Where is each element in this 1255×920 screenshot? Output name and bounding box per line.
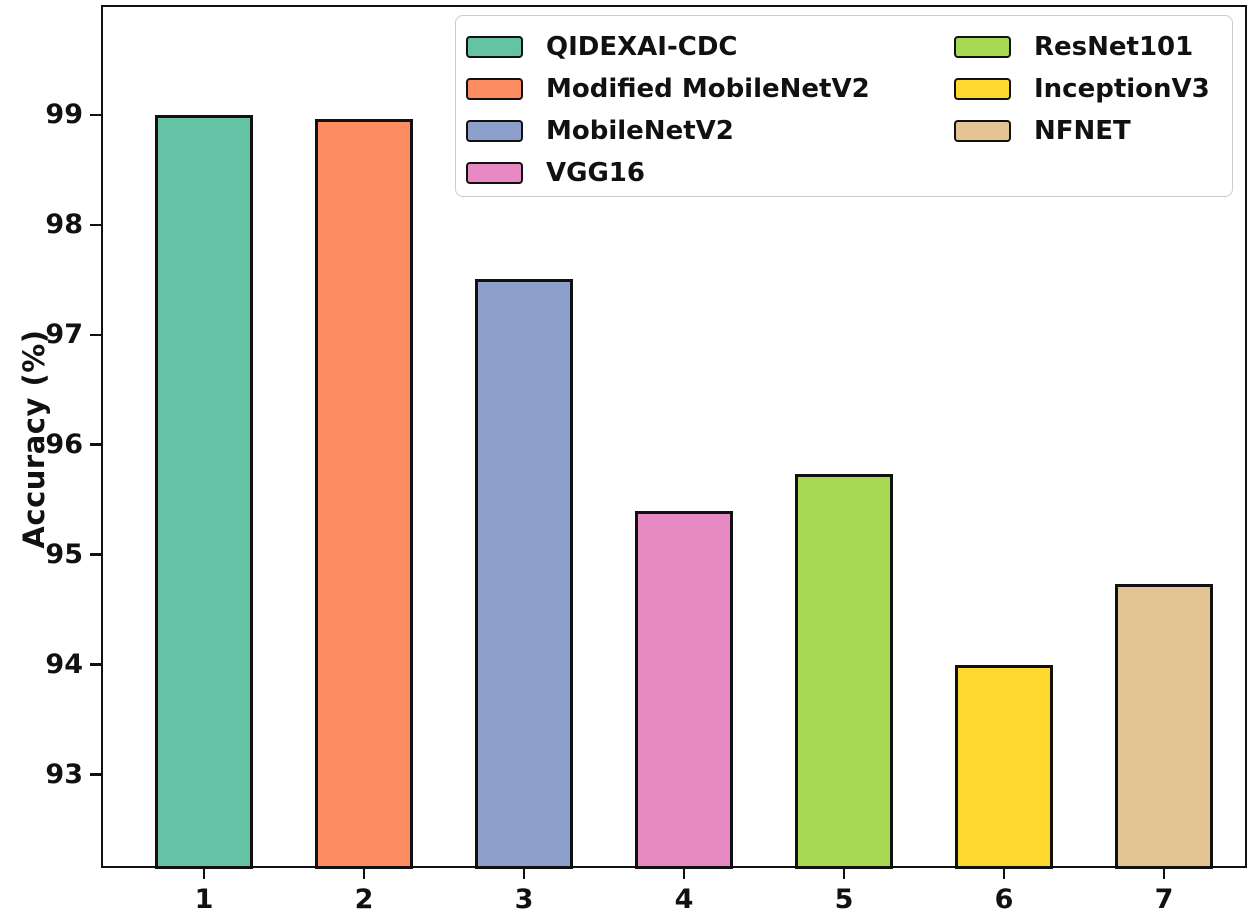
legend-swatch-icon <box>954 78 1011 100</box>
legend-label: VGG16 <box>546 158 645 188</box>
legend-item-nfnet: NFNET <box>954 110 1210 152</box>
legend-label: QIDEXAI-CDC <box>546 32 738 62</box>
legend-swatch-icon <box>954 120 1011 142</box>
y-tick-label-99: 99 <box>45 99 83 131</box>
x-tick-label-1: 1 <box>194 884 214 915</box>
legend-item-mobilenetv2: MobileNetV2 <box>466 110 870 152</box>
legend-label: Modified MobileNetV2 <box>546 74 870 104</box>
x-tick-label-3: 3 <box>514 884 534 915</box>
y-tick-label-93: 93 <box>45 759 83 791</box>
legend-item-modified-mobilenetv2: Modified MobileNetV2 <box>466 68 870 110</box>
y-tick-label-97: 97 <box>45 319 83 351</box>
y-axis-title: Accuracy (%) <box>17 329 51 549</box>
legend-swatch-icon <box>466 36 523 58</box>
y-tick-mark-99 <box>90 113 101 117</box>
legend-swatch-icon <box>466 162 523 184</box>
bar-7-nfnet <box>1115 584 1213 869</box>
y-tick-label-96: 96 <box>45 429 83 461</box>
legend-item-resnet101: ResNet101 <box>954 26 1210 68</box>
x-tick-mark-1 <box>202 868 206 879</box>
legend: QIDEXAI-CDC Modified MobileNetV2 MobileNet… <box>455 15 1233 197</box>
legend-label: ResNet101 <box>1034 32 1194 62</box>
y-tick-mark-96 <box>90 443 101 446</box>
bar-1-qidexai-cdc <box>155 114 253 869</box>
x-tick-label-6: 6 <box>994 884 1014 915</box>
x-tick-mark-3 <box>522 868 526 879</box>
legend-item-qidexai-cdc: QIDEXAI-CDC <box>466 26 870 68</box>
x-tick-label-4: 4 <box>674 884 694 915</box>
legend-swatch-icon <box>466 78 523 100</box>
y-tick-mark-93 <box>90 773 101 776</box>
y-tick-label-94: 94 <box>45 649 83 681</box>
legend-column-1: QIDEXAI-CDC Modified MobileNetV2 MobileNet… <box>466 26 870 194</box>
legend-swatch-icon <box>466 120 523 142</box>
bar-6-inceptionv3 <box>955 664 1053 869</box>
legend-label: MobileNetV2 <box>546 116 734 146</box>
legend-swatch-icon <box>954 36 1011 58</box>
x-tick-mark-4 <box>682 868 686 879</box>
x-tick-label-2: 2 <box>354 884 374 915</box>
x-tick-mark-5 <box>842 868 846 879</box>
y-tick-label-98: 98 <box>45 209 83 241</box>
bar-3-mobilenetv2 <box>475 278 573 869</box>
y-tick-label-95: 95 <box>45 539 83 571</box>
legend-column-2: ResNet101 InceptionV3 NFNET <box>954 26 1210 152</box>
legend-label: NFNET <box>1034 116 1131 146</box>
legend-item-vgg16: VGG16 <box>466 152 870 194</box>
bar-4-vgg16 <box>635 510 733 869</box>
x-tick-mark-2 <box>362 868 366 879</box>
y-tick-mark-94 <box>90 663 101 666</box>
y-tick-mark-97 <box>90 333 101 337</box>
y-tick-mark-98 <box>90 223 101 227</box>
x-tick-mark-6 <box>1002 868 1006 879</box>
bar-5-resnet101 <box>795 474 893 869</box>
x-tick-label-7: 7 <box>1154 884 1174 915</box>
y-tick-mark-95 <box>90 553 101 556</box>
bar-2-modified-mobilenetv2 <box>315 119 413 869</box>
x-tick-mark-7 <box>1162 868 1166 879</box>
legend-label: InceptionV3 <box>1034 74 1210 104</box>
x-tick-label-5: 5 <box>834 884 854 915</box>
legend-item-inceptionv3: InceptionV3 <box>954 68 1210 110</box>
